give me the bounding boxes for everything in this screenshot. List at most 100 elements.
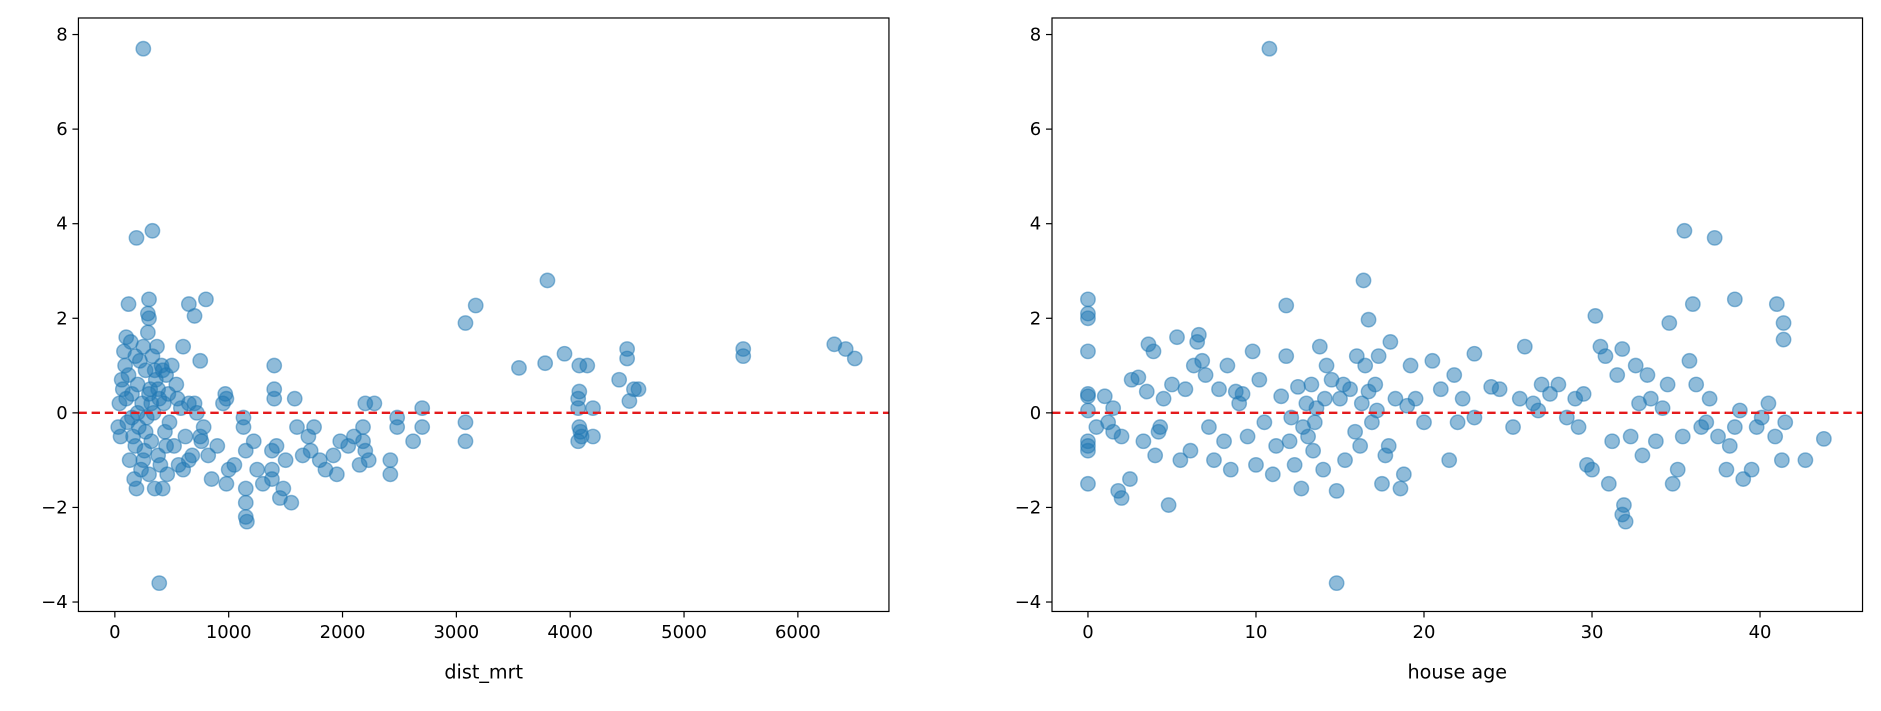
data-point (389, 419, 406, 435)
data-point (141, 291, 157, 308)
data-point (1110, 482, 1127, 499)
data-point (237, 508, 254, 525)
data-point (300, 428, 317, 445)
y-tick-label: 6 (1030, 119, 1041, 140)
data-point (1147, 447, 1164, 464)
data-point (1446, 367, 1463, 383)
data-point (1550, 376, 1567, 393)
data-point (1206, 452, 1222, 469)
data-point (218, 475, 235, 492)
data-point (1684, 296, 1701, 313)
x-tick-label: 1000 (206, 622, 252, 643)
data-point (1570, 419, 1587, 435)
data-point (1201, 419, 1217, 435)
data-point (289, 419, 305, 435)
x-axis-label-dist-mrt: dist_mrt (444, 661, 523, 684)
data-point (1244, 343, 1261, 360)
data-point (1264, 466, 1281, 483)
data-point (1096, 388, 1113, 405)
data-point (1248, 456, 1264, 473)
data-point (264, 442, 280, 459)
data-point (1278, 297, 1295, 314)
y-tick-label: 0 (1030, 403, 1041, 424)
data-point (1337, 452, 1353, 469)
x-tick-label: 5000 (661, 622, 707, 643)
data-point (1273, 388, 1290, 405)
data-point (1197, 367, 1214, 383)
data-point (149, 338, 165, 355)
data-point (112, 428, 129, 445)
data-point (1080, 343, 1096, 360)
data-point (846, 350, 863, 367)
data-point (1726, 291, 1743, 308)
data-point (1676, 222, 1693, 239)
x-tick-label: 0 (1082, 622, 1093, 643)
data-point (1360, 311, 1377, 328)
data-point (209, 438, 226, 454)
x-tick-label: 2000 (320, 622, 366, 643)
data-point (1268, 438, 1285, 454)
data-point (120, 367, 137, 383)
data-point (1130, 369, 1147, 386)
data-point (1647, 433, 1664, 450)
data-point (1113, 428, 1130, 445)
data-point (192, 352, 209, 369)
data-point (351, 456, 368, 473)
data-point (1659, 376, 1676, 393)
data-point (579, 357, 596, 374)
data-point (266, 390, 283, 407)
data-point (1669, 461, 1686, 478)
data-point (1775, 331, 1792, 348)
data-point (1135, 433, 1152, 450)
data-point (177, 428, 194, 445)
data-point (457, 315, 474, 331)
y-tick-label: 4 (1030, 214, 1041, 235)
data-point (168, 376, 185, 393)
data-point (457, 414, 474, 431)
data-point (1160, 497, 1177, 513)
data-point (1721, 438, 1738, 454)
plot-frame (1051, 17, 1864, 613)
data-point (1718, 461, 1735, 478)
data-point (1767, 428, 1784, 445)
data-point (1575, 386, 1592, 402)
data-point (1219, 357, 1236, 374)
data-point (1080, 291, 1096, 308)
data-point (1152, 419, 1169, 435)
data-point (175, 338, 192, 355)
data-point (220, 461, 237, 478)
data-point (1616, 497, 1632, 513)
data-point (1600, 475, 1617, 492)
x-tick-label: 3000 (433, 622, 479, 643)
data-point (1726, 419, 1743, 435)
y-tick-label: −4 (41, 592, 68, 613)
data-point (1815, 430, 1832, 447)
data-point (414, 419, 431, 435)
data-point (1701, 390, 1718, 407)
data-point (1639, 367, 1656, 383)
data-point (1688, 376, 1705, 393)
data-point (1674, 428, 1691, 445)
data-point (1300, 428, 1316, 445)
data-point (1177, 381, 1194, 398)
data-point (1080, 310, 1096, 327)
data-point (556, 345, 573, 362)
data-point (111, 395, 128, 412)
data-point (266, 357, 283, 374)
scatter-panel-house-age: 0 10 20 30 40 −4 −2 0 2 4 6 8 (1015, 17, 1864, 643)
data-point (1222, 461, 1239, 478)
data-point (1281, 433, 1298, 450)
data-point (1466, 345, 1483, 362)
data-point (1290, 378, 1306, 395)
data-point (1182, 442, 1199, 459)
data-point (1402, 357, 1419, 374)
data-point (1395, 466, 1412, 483)
data-point (198, 291, 214, 308)
data-point (1661, 315, 1678, 331)
data-point (311, 452, 328, 469)
data-point (325, 447, 342, 464)
data-point (193, 433, 210, 450)
data-point (254, 475, 271, 492)
data-point (141, 466, 157, 483)
data-point (1303, 376, 1320, 393)
